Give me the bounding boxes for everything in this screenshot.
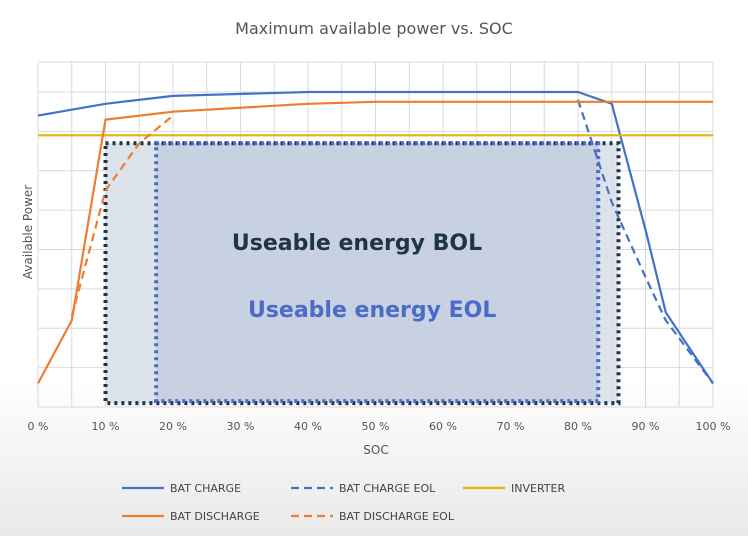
legend-label: BAT CHARGE [170,482,241,495]
legend-label: BAT DISCHARGE EOL [339,510,455,523]
region-label-0: Useable energy BOL [232,231,482,256]
x-axis-label: SOC [363,443,388,457]
chart-title: Maximum available power vs. SOC [235,19,513,38]
x-tick-label: 90 % [632,420,660,433]
x-tick-label: 10 % [92,420,120,433]
series-lines [37,90,714,385]
x-tick-label: 30 % [227,420,255,433]
legend-label: INVERTER [511,482,565,495]
x-tick-label: 20 % [159,420,187,433]
x-tick-label: 40 % [294,420,322,433]
region-label-1: Useable energy EOL [248,298,496,323]
x-tick-label: 70 % [497,420,525,433]
regions: Useable energy BOL Useable energy EOL [103,141,621,406]
series-line-bat-charge [37,90,714,385]
x-tick-label: 50 % [362,420,390,433]
x-tick-label: 80 % [564,420,592,433]
x-tick-label: 0 % [28,420,49,433]
series-line-bat-discharge-eol [70,114,174,317]
legend-label: BAT CHARGE EOL [339,482,436,495]
series-line-bat-charge-eol [576,99,714,385]
legend: BAT CHARGE BAT CHARGE EOL INVERTER BAT DISC… [122,482,565,523]
legend-label: BAT DISCHARGE [170,510,260,523]
x-tick-label: 100 % [696,420,731,433]
x-tick-labels: 0 % 10 % 20 % 30 % 40 % 50 % 60 % 70 % 80 % 90 % 1… [28,420,731,433]
y-axis-label: Available Power [21,185,35,279]
series-line-bat-discharge [37,100,713,384]
x-tick-label: 60 % [429,420,457,433]
region-fill-1 [156,143,599,402]
region-border-0 [103,141,621,406]
